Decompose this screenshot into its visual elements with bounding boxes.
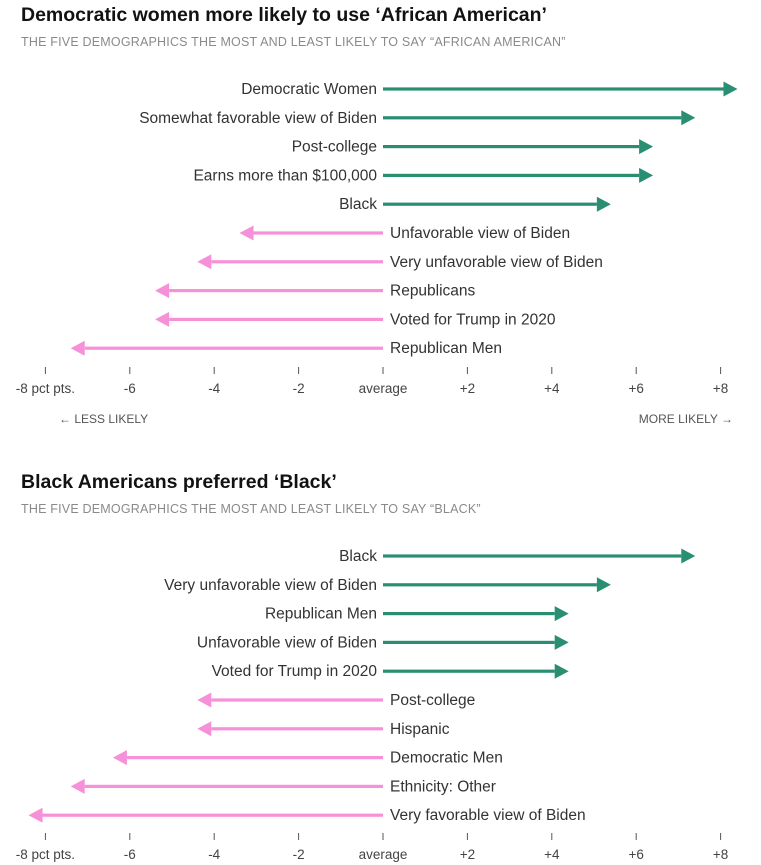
- arrow-head: [639, 167, 654, 183]
- arrow-head: [28, 807, 43, 823]
- arrow-head: [554, 634, 569, 650]
- axis-tick-label: +6: [628, 381, 643, 396]
- category-label: Voted for Trump in 2020: [212, 663, 378, 680]
- axis-tick-label: -6: [124, 847, 136, 862]
- axis-tick-label: +4: [544, 847, 560, 862]
- axis-tick-label: +8: [713, 381, 728, 396]
- bar-shaft: [253, 231, 383, 235]
- chart-title: Democratic women more likely to use ‘Afr…: [21, 4, 547, 26]
- arrow-head: [70, 778, 85, 794]
- arrow-head: [112, 750, 127, 766]
- category-label: Very favorable view of Biden: [390, 807, 586, 824]
- axis-tick-label: +2: [460, 847, 475, 862]
- chart-title: Black Americans preferred ‘Black’: [21, 471, 337, 493]
- arrow-head: [596, 577, 611, 593]
- axis-tick-label: +6: [628, 847, 643, 862]
- category-label: Black: [339, 196, 377, 213]
- axis-tick-label: +4: [544, 381, 560, 396]
- bar-shaft: [84, 346, 383, 350]
- category-label: Voted for Trump in 2020: [390, 311, 556, 328]
- axis-tick-label: -4: [208, 847, 220, 862]
- bar-shaft: [211, 260, 383, 264]
- arrow-chart-2: Black Very unfavorable view of Biden Repub…: [16, 548, 729, 862]
- category-label: Ethnicity: Other: [390, 778, 496, 795]
- category-label: Post-college: [292, 139, 377, 156]
- category-label: Black: [339, 548, 377, 565]
- more-likely-label: MORE LIKELY →: [639, 412, 733, 426]
- bar-shaft: [126, 756, 384, 760]
- bar-shaft: [383, 202, 597, 206]
- bar-shaft: [383, 87, 724, 91]
- axis-tick-label: -2: [293, 381, 305, 396]
- bar-shaft: [383, 583, 597, 587]
- arrow-head: [596, 196, 611, 212]
- arrow-head: [155, 283, 170, 299]
- bar-shaft: [211, 698, 383, 702]
- category-label: Very unfavorable view of Biden: [390, 254, 603, 271]
- arrow-head: [554, 606, 569, 622]
- bar-shaft: [211, 727, 383, 731]
- bar-shaft: [383, 612, 555, 616]
- axis-tick-label: -6: [124, 381, 136, 396]
- axis-tick-label: -8 pct pts.: [16, 847, 75, 862]
- bar-shaft: [169, 289, 383, 293]
- chart-subtitle: THE FIVE DEMOGRAPHICS THE MOST AND LEAST…: [21, 502, 481, 516]
- arrow-head: [155, 311, 170, 327]
- category-label: Republican Men: [265, 606, 377, 623]
- arrow-head: [681, 548, 696, 564]
- arrow-head: [239, 225, 254, 241]
- bar-shaft: [84, 784, 383, 788]
- bar-shaft: [383, 640, 555, 644]
- bar-shaft: [169, 317, 383, 321]
- category-label: Unfavorable view of Biden: [390, 225, 570, 242]
- category-label: Post-college: [390, 692, 475, 709]
- bar-shaft: [383, 116, 682, 120]
- arrow-chart-1: Democratic Women Somewhat favorable view …: [16, 81, 738, 426]
- chart-subtitle: THE FIVE DEMOGRAPHICS THE MOST AND LEAST…: [21, 35, 566, 49]
- arrow-head: [197, 721, 212, 737]
- less-likely-label: ← LESS LIKELY: [59, 412, 148, 426]
- arrow-head: [197, 254, 212, 270]
- category-label: Republicans: [390, 283, 476, 300]
- category-label: Unfavorable view of Biden: [197, 634, 377, 651]
- axis-tick-label: -4: [208, 381, 220, 396]
- axis-tick-label: -8 pct pts.: [16, 381, 75, 396]
- axis-tick-label: -2: [293, 847, 305, 862]
- arrow-head: [197, 692, 212, 708]
- bar-shaft: [383, 145, 640, 149]
- category-label: Democratic Men: [390, 750, 503, 767]
- axis-tick-label: average: [359, 381, 408, 396]
- arrow-head: [70, 340, 85, 356]
- bar-shaft: [383, 173, 640, 177]
- bar-shaft: [42, 813, 384, 817]
- category-label: Hispanic: [390, 721, 450, 738]
- axis-tick-label: +8: [713, 847, 728, 862]
- category-label: Very unfavorable view of Biden: [164, 577, 377, 594]
- arrow-head: [639, 139, 654, 155]
- category-label: Democratic Women: [241, 81, 377, 98]
- axis-tick-label: +2: [460, 381, 475, 396]
- bar-shaft: [383, 669, 555, 673]
- category-label: Republican Men: [390, 340, 502, 357]
- category-label: Earns more than $100,000: [193, 167, 377, 184]
- arrow-head: [723, 81, 738, 97]
- axis-tick-label: average: [359, 847, 408, 862]
- category-label: Somewhat favorable view of Biden: [139, 110, 377, 127]
- bar-shaft: [383, 554, 682, 558]
- arrow-head: [554, 663, 569, 679]
- arrow-head: [681, 110, 696, 126]
